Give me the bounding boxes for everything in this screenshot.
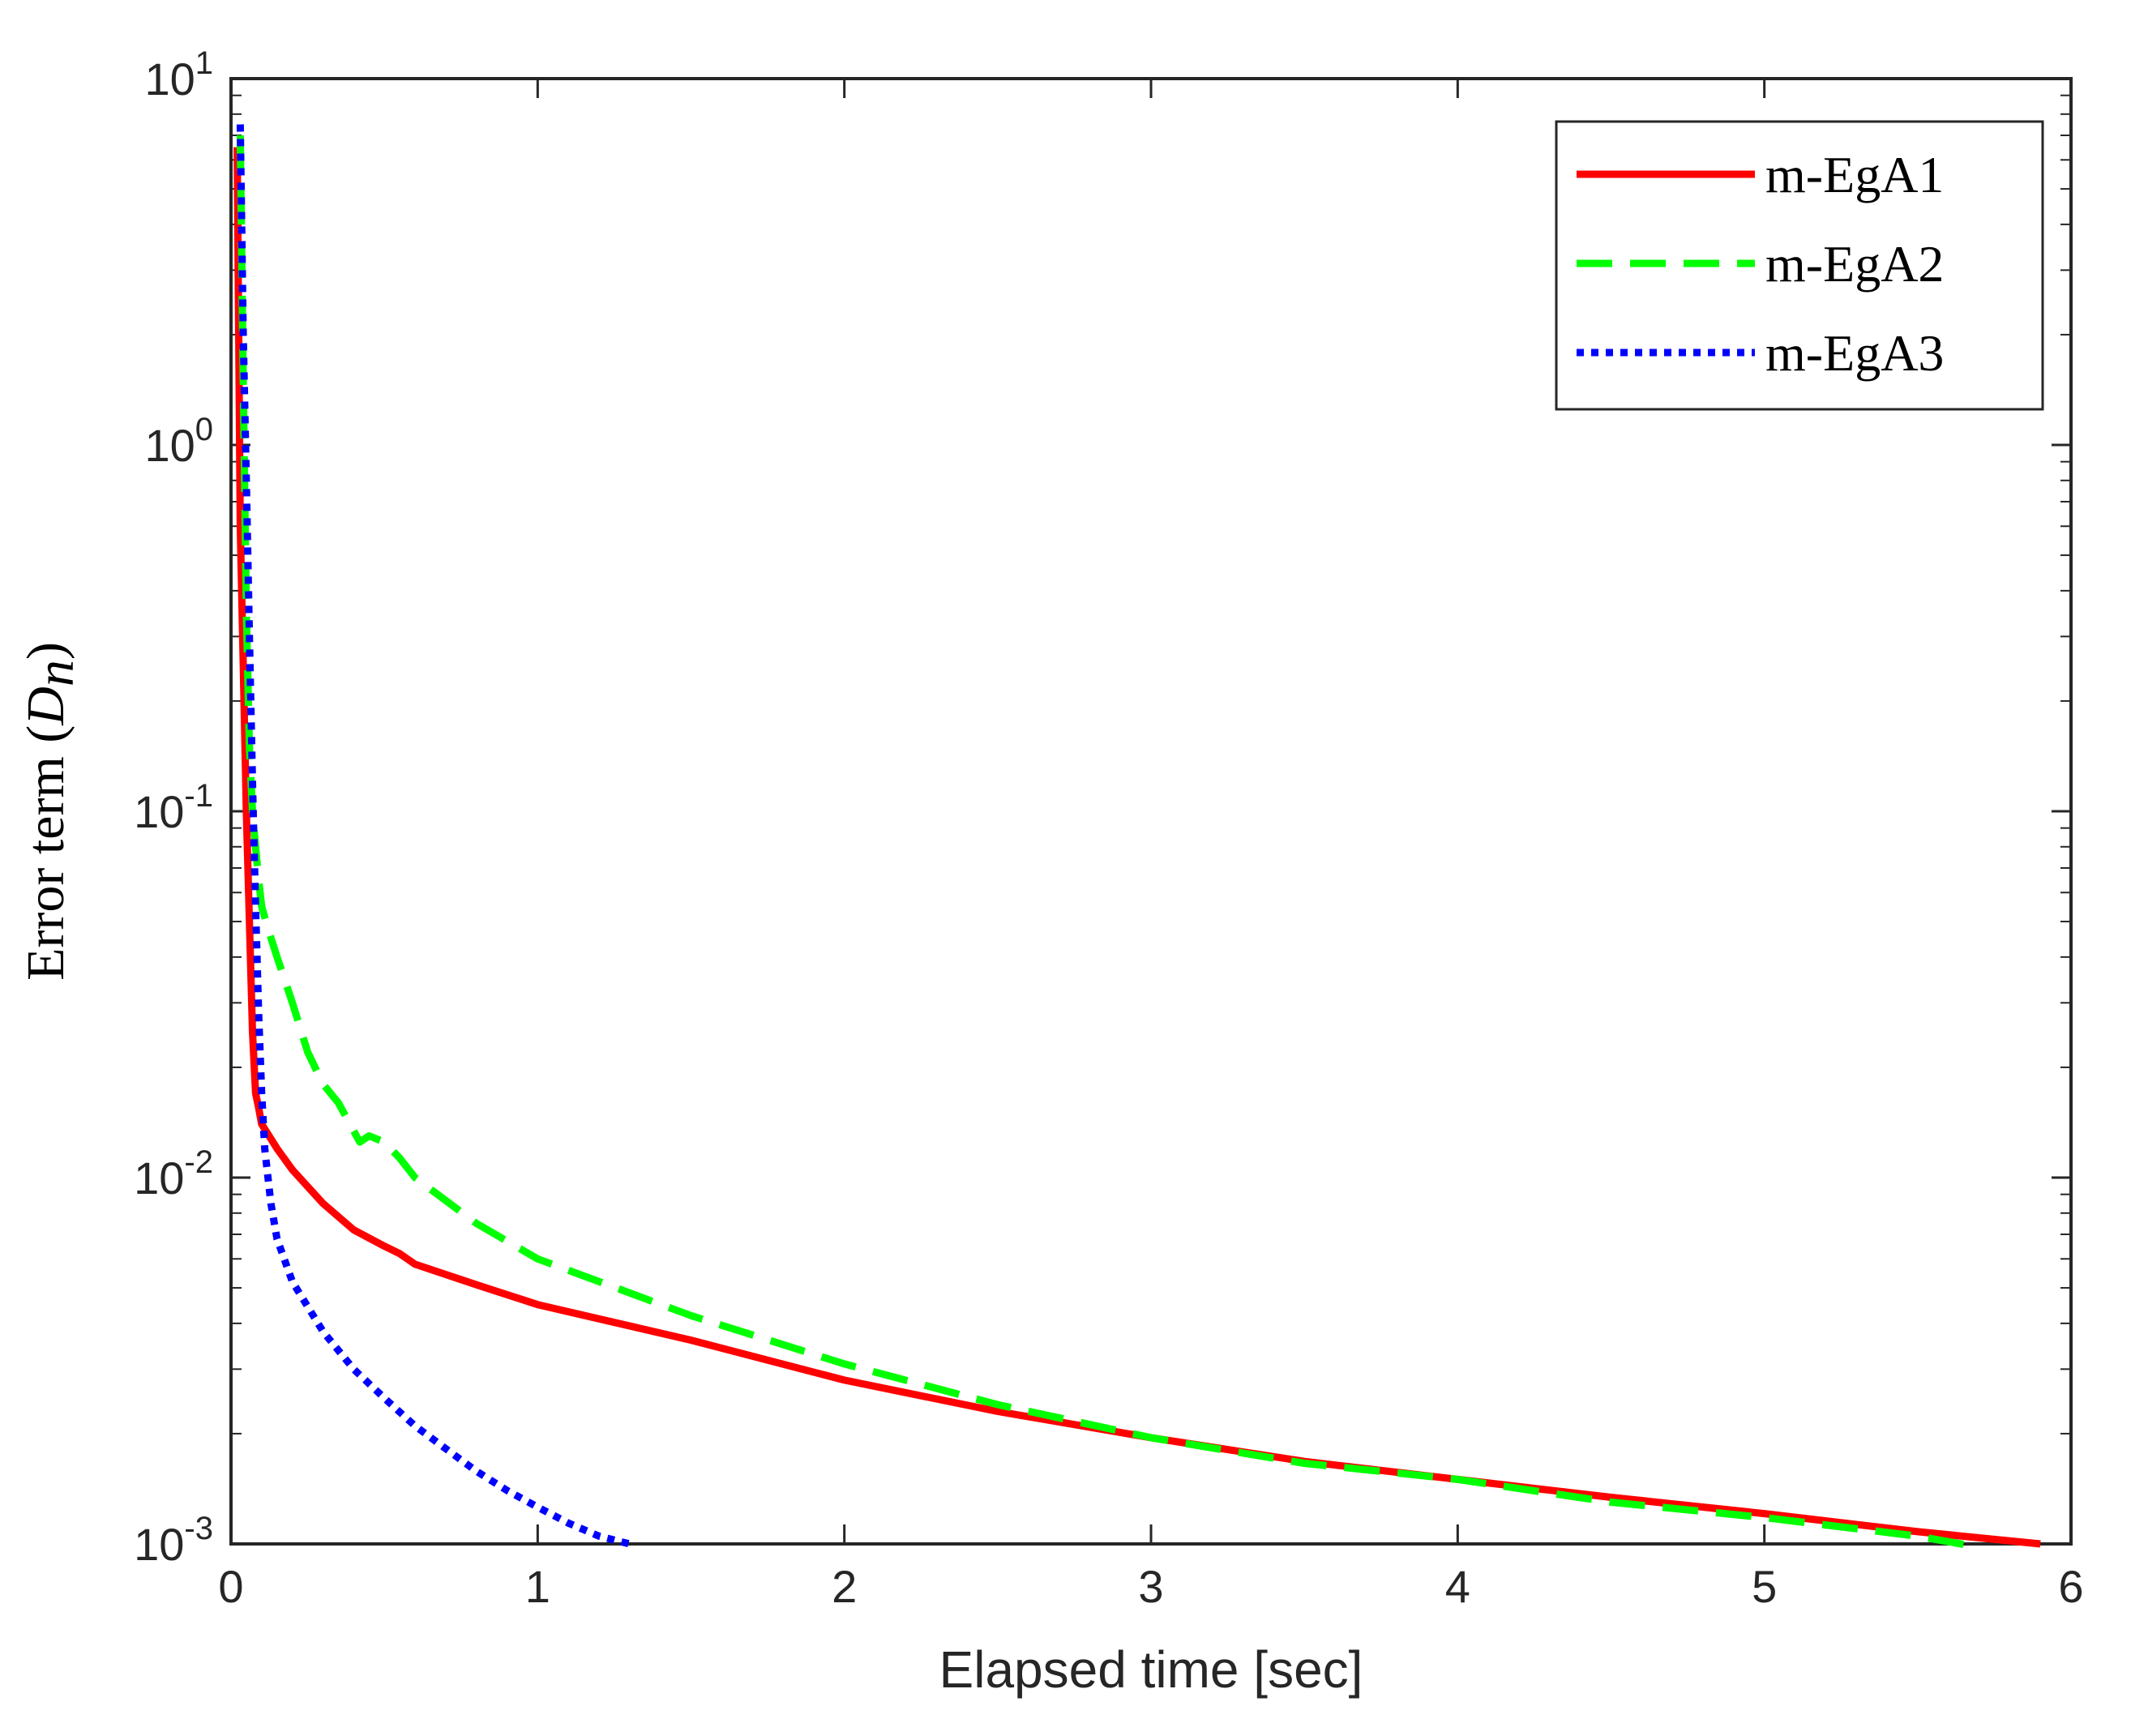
y-axis-title-suffix: ) (16, 642, 75, 660)
y-tick-label-exponent: -3 (184, 1511, 213, 1546)
y-tick-label: 101 (144, 45, 213, 105)
x-tick-label: 0 (218, 1561, 243, 1612)
y-tick-label: 10-1 (134, 778, 213, 837)
series-layer (233, 124, 2041, 1551)
legend-items: m-EgA1 m-EgA2 m-EgA3 (1577, 146, 1944, 382)
series-line-2 (236, 135, 1980, 1551)
x-tick-label: 6 (2058, 1561, 2083, 1612)
y-tick-label-base: 10 (144, 53, 195, 105)
y-tick-label-base: 10 (144, 420, 195, 471)
y-axis-title: Error term (Dn) (16, 642, 85, 981)
y-axis-title-subscript: n (26, 660, 85, 686)
y-tick-label: 10-3 (134, 1511, 213, 1570)
legend-label-1: m-EgA1 (1765, 146, 1944, 203)
y-tick-label: 100 (144, 412, 213, 471)
x-tick-label: 2 (832, 1561, 857, 1612)
y-tick-label-exponent: -2 (184, 1144, 213, 1180)
y-tick-label-exponent: 0 (195, 412, 213, 447)
y-axis-title-symbol: D (16, 686, 75, 726)
x-tick-label: 4 (1445, 1561, 1470, 1612)
y-tick-label-base: 10 (134, 1519, 184, 1570)
y-tick-label-base: 10 (134, 786, 184, 837)
y-axis-title-prefix: Error term ( (16, 725, 75, 981)
y-tick-label-exponent: 1 (195, 45, 213, 81)
x-tick-label: 5 (1752, 1561, 1777, 1612)
x-tick-label: 1 (525, 1561, 550, 1612)
x-tick-labels: 0 1 2 3 4 5 6 (218, 1561, 2083, 1612)
y-tick-label: 10-2 (134, 1144, 213, 1204)
legend-label-3: m-EgA3 (1765, 324, 1944, 382)
x-axis-title: Elapsed time [sec] (939, 1640, 1363, 1699)
major-ticks (229, 77, 2073, 1546)
y-tick-label-exponent: -1 (184, 778, 213, 814)
series-line-3 (236, 124, 631, 1548)
legend: m-EgA1 m-EgA2 m-EgA3 (1555, 120, 2044, 411)
x-tick-label: 3 (1138, 1561, 1163, 1612)
y-tick-label-base: 10 (134, 1152, 184, 1204)
legend-label-2: m-EgA2 (1765, 235, 1944, 293)
